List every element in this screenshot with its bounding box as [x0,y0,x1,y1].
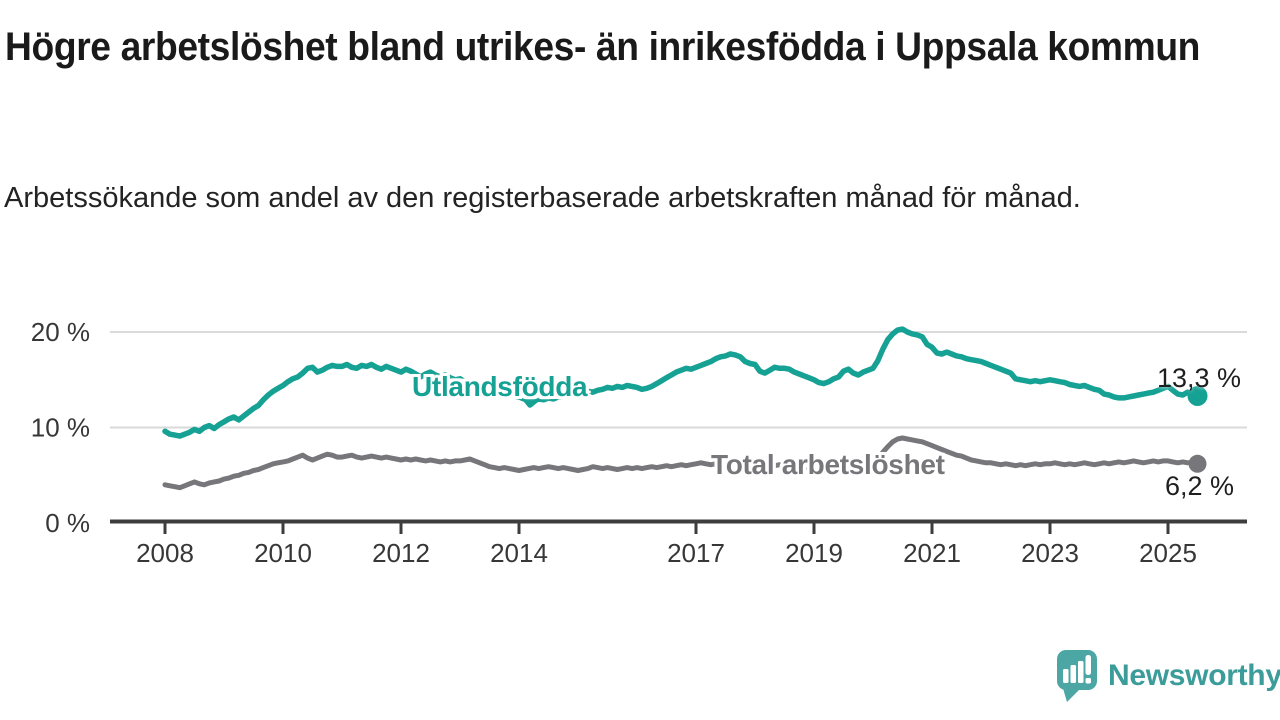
end-value-label-total: 6,2 % [1165,471,1235,501]
y-tick-label: 0 % [45,508,90,538]
series-label-utlandsfodda: Utlandsfödda [412,371,588,402]
series-line-total [162,435,1200,491]
y-tick-label: 20 % [31,317,90,347]
newsworthy-logo-text: Newsworthy [1108,659,1280,692]
chart-subtitle: Arbetssökande som andel av den registerb… [4,182,1081,214]
page-title: Högre arbetslöshet bland utrikes- än inr… [5,25,1201,69]
x-tick-label: 2021 [903,538,961,568]
x-tick-label: 2025 [1139,538,1197,568]
x-tick-label: 2010 [254,538,312,568]
label-arrow-icon [515,387,549,408]
series-line-utlandsfodda [162,326,1201,439]
x-tick-label: 2017 [667,538,725,568]
x-tick-label: 2012 [372,538,430,568]
series-end-dot-total [1188,454,1207,473]
x-tick-label: 2023 [1021,538,1079,568]
y-tick-label: 10 % [31,413,90,443]
x-tick-label: 2008 [136,538,194,568]
x-tick-label: 2019 [785,538,843,568]
end-value-label-utlandsfodda: 13,3 % [1157,363,1242,393]
newsworthy-logo-icon [1057,650,1097,702]
series-label-total-arbetsloshet: Total arbetslöshet [711,449,945,480]
series-end-dot-utlandsfodda [1187,385,1208,406]
x-tick-label: 2014 [490,538,548,568]
